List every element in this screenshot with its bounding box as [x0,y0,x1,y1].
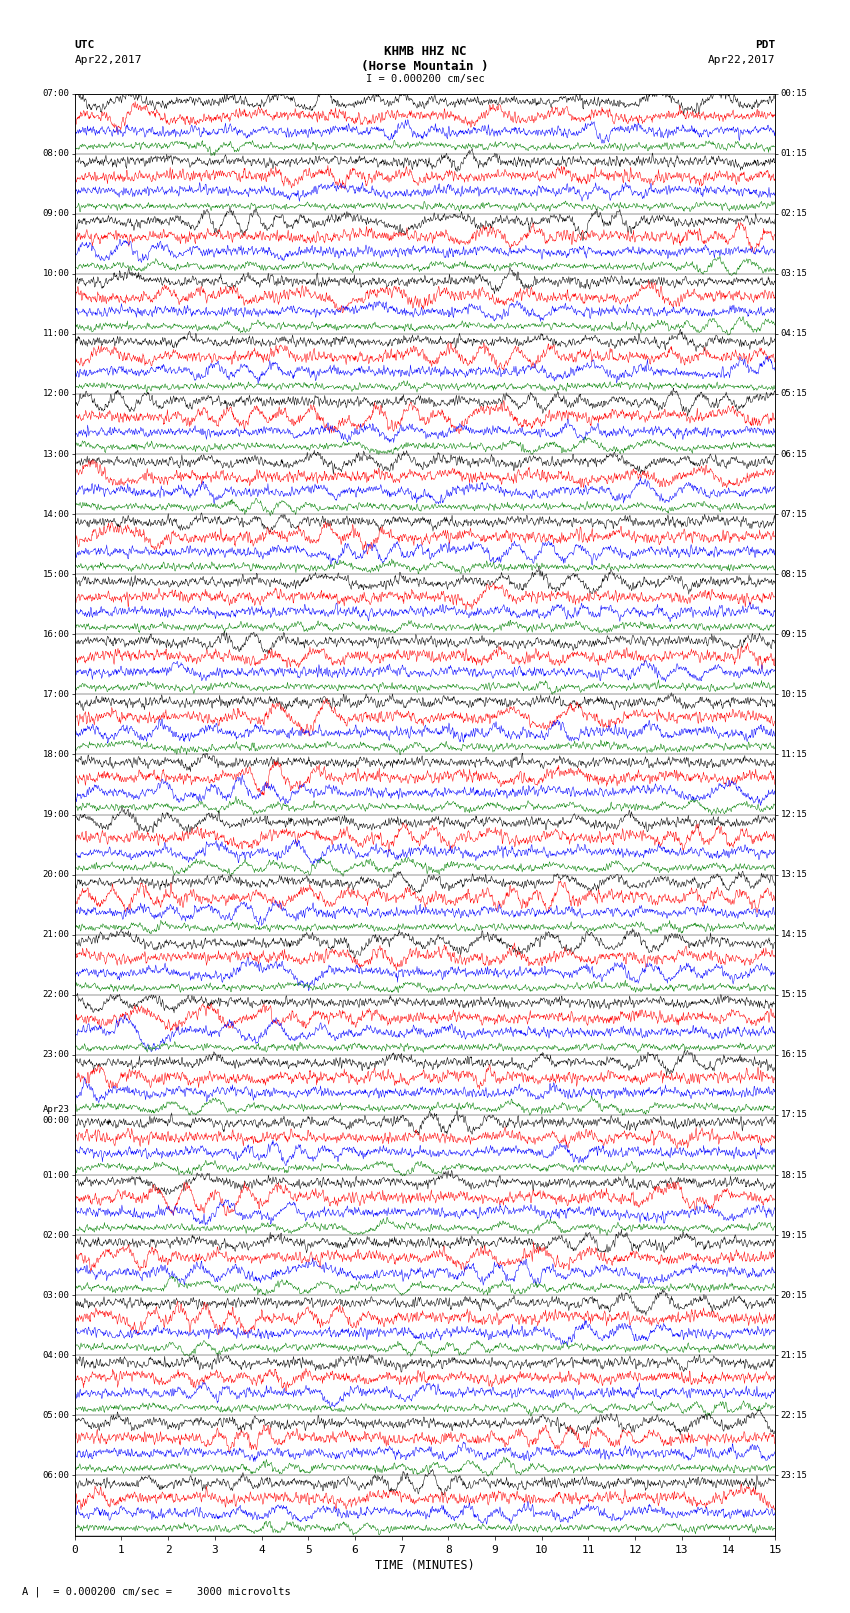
Text: A |  = 0.000200 cm/sec =    3000 microvolts: A | = 0.000200 cm/sec = 3000 microvolts [22,1586,292,1597]
Text: KHMB HHZ NC: KHMB HHZ NC [383,45,467,58]
Text: Apr22,2017: Apr22,2017 [708,55,775,65]
Text: UTC: UTC [75,40,95,50]
Text: I = 0.000200 cm/sec: I = 0.000200 cm/sec [366,74,484,84]
Text: (Horse Mountain ): (Horse Mountain ) [361,60,489,73]
Text: Apr22,2017: Apr22,2017 [75,55,142,65]
X-axis label: TIME (MINUTES): TIME (MINUTES) [375,1558,475,1571]
Text: PDT: PDT [755,40,775,50]
